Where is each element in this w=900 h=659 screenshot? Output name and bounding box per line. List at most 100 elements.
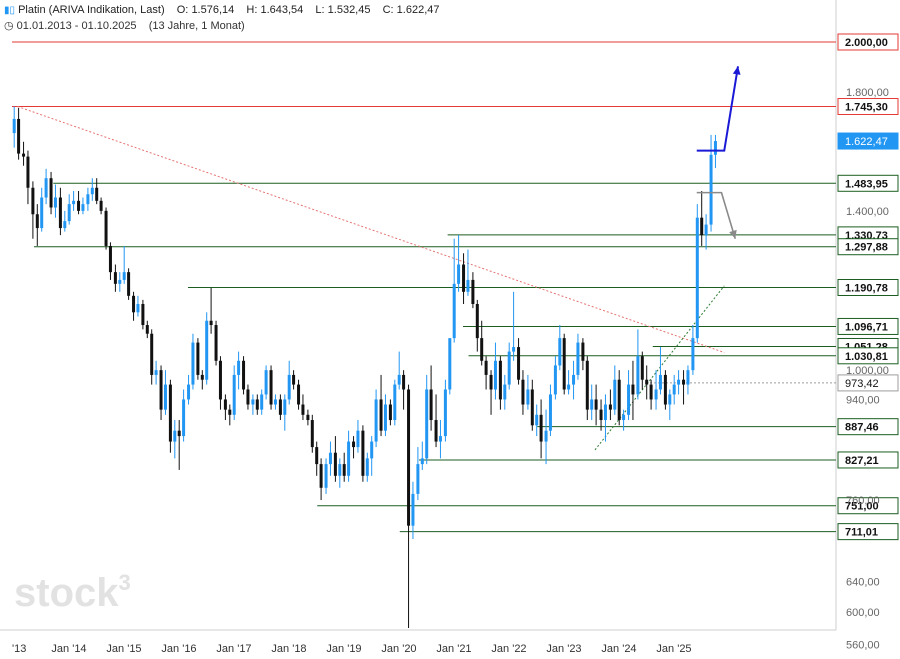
candle bbox=[67, 194, 71, 225]
candle-body bbox=[397, 374, 401, 385]
candle bbox=[480, 320, 484, 366]
candle-body bbox=[548, 394, 552, 431]
candle-body bbox=[356, 430, 360, 448]
candle-body bbox=[260, 394, 264, 410]
candle bbox=[471, 272, 475, 309]
candle-body bbox=[72, 200, 76, 205]
candle-body bbox=[383, 404, 387, 431]
candle bbox=[393, 379, 397, 426]
candle-body bbox=[214, 325, 218, 361]
candle-body bbox=[292, 374, 296, 385]
candle-body bbox=[264, 370, 268, 395]
candle-body bbox=[273, 399, 277, 405]
candle-body bbox=[562, 338, 566, 390]
candle bbox=[572, 360, 576, 400]
candle bbox=[672, 374, 676, 405]
candle bbox=[104, 207, 108, 250]
candle-body bbox=[709, 154, 713, 225]
candle-body bbox=[26, 156, 30, 188]
candle bbox=[361, 425, 365, 482]
candle-body bbox=[315, 447, 319, 465]
level-tag bbox=[837, 33, 899, 51]
candle-body bbox=[113, 272, 117, 284]
candle-body bbox=[218, 360, 222, 400]
candle-body bbox=[636, 356, 640, 395]
candle-body bbox=[108, 245, 112, 273]
candle bbox=[365, 452, 369, 482]
candle bbox=[347, 430, 351, 482]
x-tick-label: '13 bbox=[12, 643, 26, 655]
candle bbox=[150, 329, 154, 385]
candle bbox=[493, 342, 497, 400]
candle-body bbox=[475, 303, 479, 339]
bullish-arrow bbox=[696, 66, 739, 152]
candle bbox=[95, 178, 99, 205]
candle bbox=[86, 187, 90, 211]
clock-icon: ◷ bbox=[4, 20, 14, 32]
candle bbox=[118, 272, 122, 292]
x-tick-label: Jan '20 bbox=[381, 643, 416, 655]
candle bbox=[251, 394, 255, 415]
candle bbox=[214, 320, 218, 366]
candle bbox=[122, 245, 126, 284]
candle bbox=[613, 365, 617, 415]
candle-body bbox=[177, 430, 181, 437]
candle-body bbox=[507, 351, 511, 385]
close-value: 1.622,47 bbox=[396, 4, 440, 16]
candle bbox=[429, 365, 433, 431]
candle bbox=[434, 394, 438, 448]
candle bbox=[260, 389, 264, 415]
high-value: 1.643,54 bbox=[260, 4, 304, 16]
candle-body bbox=[658, 374, 662, 390]
candle bbox=[63, 210, 67, 232]
x-tick-label: Jan '24 bbox=[601, 643, 636, 655]
candle bbox=[567, 370, 571, 395]
candle-body bbox=[196, 342, 200, 375]
candle bbox=[12, 106, 16, 148]
candle bbox=[209, 287, 213, 334]
candle-body bbox=[585, 360, 589, 410]
candle bbox=[136, 295, 140, 317]
candle-body bbox=[480, 338, 484, 361]
candle-body bbox=[347, 441, 351, 476]
candle-body bbox=[182, 399, 186, 437]
candle-body bbox=[333, 452, 337, 476]
candle bbox=[90, 178, 94, 201]
candle bbox=[31, 181, 35, 239]
candle-body bbox=[246, 389, 250, 405]
candle-body bbox=[553, 365, 557, 395]
bearish-arrow-head bbox=[729, 229, 737, 239]
candle bbox=[452, 238, 456, 343]
candle-body bbox=[53, 197, 57, 208]
candle bbox=[315, 441, 319, 476]
candle-body bbox=[379, 399, 383, 431]
candle-body bbox=[49, 178, 53, 208]
candle bbox=[173, 420, 177, 459]
candle bbox=[163, 370, 167, 415]
support-trendline bbox=[594, 285, 725, 451]
candle-body bbox=[434, 420, 438, 442]
y-tick-label: 560,00 bbox=[846, 640, 880, 652]
candle bbox=[328, 441, 332, 476]
candle bbox=[159, 365, 163, 421]
candle-body bbox=[287, 374, 291, 400]
x-tick-label: Jan '23 bbox=[546, 643, 581, 655]
candle bbox=[411, 481, 415, 540]
candle-body bbox=[603, 404, 607, 421]
chart-header: ▮▯ Platin (ARIVA Indikation, Last) O: 1.… bbox=[4, 4, 440, 16]
candle-body bbox=[429, 389, 433, 421]
candle-body bbox=[40, 197, 44, 229]
candle-body bbox=[691, 338, 695, 371]
candle-body bbox=[63, 221, 67, 229]
candle bbox=[704, 214, 708, 250]
candle-body bbox=[31, 187, 35, 215]
candle bbox=[663, 370, 667, 410]
y-tick-label: 1.400,00 bbox=[846, 206, 889, 218]
candle-body bbox=[127, 272, 131, 296]
candle-body bbox=[90, 187, 94, 195]
x-tick-label: Jan '22 bbox=[491, 643, 526, 655]
candle-body bbox=[704, 224, 708, 236]
candle bbox=[448, 338, 452, 395]
candle-body bbox=[654, 389, 658, 400]
